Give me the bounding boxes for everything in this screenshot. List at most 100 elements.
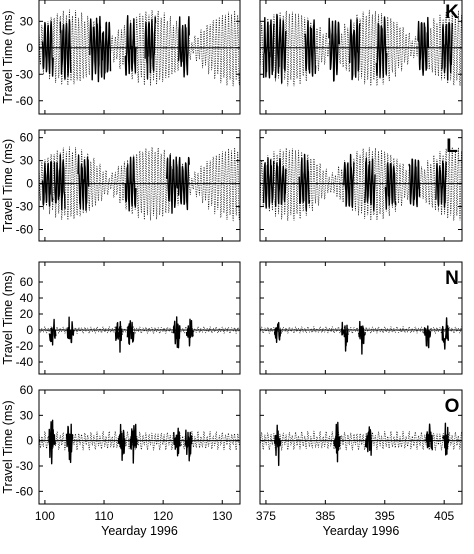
x-tick-label: 405 xyxy=(434,509,454,523)
axes-frame xyxy=(259,129,463,242)
observed-burst xyxy=(441,317,449,350)
observed-burst xyxy=(328,17,340,82)
y-tick-label: -60 xyxy=(16,484,34,498)
panel-O-right: 375 385 395 405 O xyxy=(256,389,463,523)
observed-burst xyxy=(89,15,102,83)
observed-burst xyxy=(274,157,287,207)
y-tick-label: -20 xyxy=(16,339,34,353)
y-axis-label: Travel Time (ms) xyxy=(1,139,15,232)
plot-area-L-left xyxy=(39,146,240,222)
observed-burst xyxy=(129,423,138,464)
observed-burst xyxy=(298,153,311,212)
axes-frame xyxy=(38,261,241,375)
x-tick-label: 120 xyxy=(153,509,173,523)
observed-burst xyxy=(166,154,178,214)
model-series xyxy=(39,430,240,451)
y-tick-label: 0 xyxy=(26,434,33,448)
y-tick-label: 40 xyxy=(20,291,34,305)
observed-burst xyxy=(172,316,181,349)
observed-burst xyxy=(117,423,126,461)
observed-burst xyxy=(417,16,430,76)
observed-burst xyxy=(349,18,361,81)
axes-frame xyxy=(259,389,463,505)
panel-L-left: -60 -30 0 30 60 xyxy=(16,129,241,242)
observed-burst xyxy=(144,16,157,80)
panel-letter: L xyxy=(446,136,458,157)
panel-letter: N xyxy=(445,268,459,289)
plot-area-K-right xyxy=(260,9,462,87)
axes-frame xyxy=(259,0,463,115)
observed-burst xyxy=(343,153,355,208)
y-tick-label: -30 xyxy=(16,200,34,214)
observed-burst xyxy=(124,14,137,76)
plot-area-N-right xyxy=(260,317,462,355)
observed-burst xyxy=(425,423,433,451)
y-tick-label: 30 xyxy=(20,408,34,422)
axes-frame xyxy=(38,389,241,505)
observed-burst xyxy=(435,160,447,208)
observed-burst xyxy=(341,321,349,352)
y-tick-label: -30 xyxy=(16,67,34,81)
y-axis-label: Travel Time (ms) xyxy=(1,10,15,103)
observed-burst xyxy=(114,321,123,353)
observed-burst xyxy=(423,325,432,349)
y-tick-label: -30 xyxy=(16,459,34,473)
y-tick-label: -60 xyxy=(16,94,34,108)
y-axis-label: Travel Time (ms) xyxy=(1,271,15,364)
observed-burst xyxy=(364,426,373,456)
plot-area-O-left xyxy=(39,419,240,465)
panel-O-left: -60 -30 0 30 60 100 110 120 130 xyxy=(16,383,241,523)
model-series xyxy=(39,146,240,222)
y-tick-label: -40 xyxy=(16,355,34,369)
observed-burst xyxy=(384,162,397,210)
y-tick-label: -60 xyxy=(16,223,34,237)
model-series xyxy=(39,9,240,87)
y-tick-label: 60 xyxy=(20,275,34,289)
observed-burst xyxy=(333,421,341,463)
x-tick-label: 110 xyxy=(94,509,113,523)
observed-burst xyxy=(304,19,317,77)
observed-burst xyxy=(53,154,66,211)
observed-burst xyxy=(442,422,450,456)
observed-burst xyxy=(177,156,190,211)
plot-area-N-left xyxy=(39,316,240,353)
observed-burst xyxy=(262,157,275,209)
axes-frame xyxy=(38,129,241,242)
observed-burst xyxy=(375,16,388,79)
x-tick-label: 395 xyxy=(375,509,395,523)
model-series xyxy=(260,147,462,222)
observed-burst xyxy=(184,429,193,462)
observed-burst xyxy=(358,320,366,355)
observed-burst xyxy=(185,318,194,347)
observed-burst xyxy=(77,154,90,212)
model-series xyxy=(260,9,462,87)
observed-burst xyxy=(65,423,74,464)
x-tick-label: 130 xyxy=(212,509,232,523)
panel-K-left: -60 -30 0 30 xyxy=(16,0,241,115)
y-tick-label: 0 xyxy=(26,323,33,337)
y-axis-label: Travel Time (ms) xyxy=(1,400,15,493)
observed-burst xyxy=(262,17,275,79)
observed-burst xyxy=(48,419,56,465)
observed-burst xyxy=(126,320,135,345)
y-tick-label: 60 xyxy=(20,383,34,397)
axes-frame xyxy=(38,0,241,115)
plot-area-L-right xyxy=(260,147,462,222)
x-tick-label: 100 xyxy=(35,509,55,523)
observed-burst xyxy=(48,318,57,346)
observed-burst xyxy=(274,13,287,84)
y-tick-label: 0 xyxy=(26,41,33,55)
observed-burst xyxy=(441,22,453,81)
y-tick-label: 0 xyxy=(26,177,33,191)
observed-burst xyxy=(408,158,421,208)
observed-burst xyxy=(273,424,282,467)
observed-burst xyxy=(99,21,112,80)
panel-K-right: K xyxy=(259,0,463,115)
observed-burst xyxy=(124,156,137,212)
observed-burst xyxy=(66,316,75,344)
observed-burst xyxy=(177,16,190,78)
panel-letter: O xyxy=(445,396,460,417)
observed-burst xyxy=(41,161,54,207)
x-axis-label: Yearday 1996 xyxy=(323,524,400,538)
